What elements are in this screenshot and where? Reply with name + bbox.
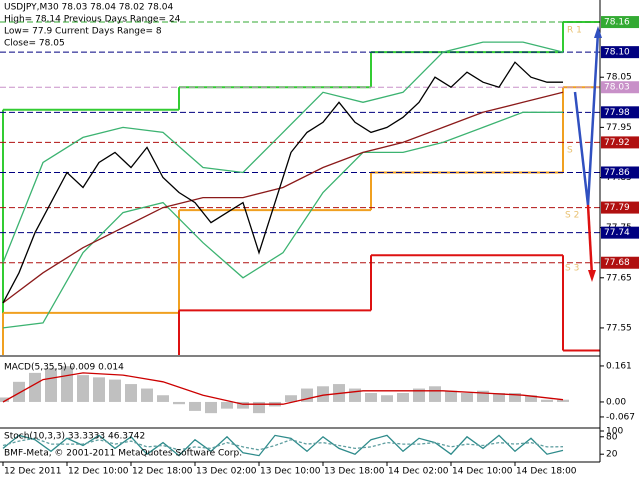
histogram-bar — [189, 401, 201, 411]
series-line — [2, 91, 564, 304]
histogram-bar — [317, 386, 329, 402]
histogram-bar — [285, 395, 297, 402]
x-tick-label: 13 Dec 02:00 — [196, 467, 257, 477]
histogram-bar — [381, 395, 393, 402]
histogram-bar — [93, 377, 105, 402]
level-tag: S 2 — [565, 211, 579, 221]
histogram-bar — [413, 388, 425, 402]
indicator-label: Stoch(10,3,3) 33.3333 46.3742 — [4, 432, 145, 442]
x-tick-label: 14 Dec 02:00 — [388, 467, 449, 477]
level-label: 77.74 — [604, 228, 630, 238]
footer: BMF-Meta, © 2001-2011 MetaQuotes Softwar… — [4, 449, 242, 459]
y-tick-label: -0.067 — [606, 412, 635, 422]
series-line — [2, 111, 563, 329]
level-label: 78.16 — [604, 18, 630, 28]
y-tick-label: 77.65 — [606, 273, 632, 283]
histogram-bar — [461, 393, 473, 402]
histogram-bar — [221, 401, 233, 409]
info-line: High= 78.14 Previous Days Range= 24 — [4, 15, 181, 25]
histogram-bar — [253, 401, 265, 414]
series-line — [2, 41, 564, 263]
level-label: 78.03 — [604, 83, 630, 93]
y-tick-label: 77.55 — [606, 323, 632, 333]
y-tick-label: 0.00 — [606, 397, 626, 407]
y-tick-label: 20 — [606, 450, 618, 460]
info-line: Low= 77.9 Current Days Range= 8 — [4, 27, 162, 37]
level-label: 77.86 — [604, 168, 630, 178]
histogram-bar — [77, 375, 89, 402]
level-tag: S — [567, 146, 573, 156]
level-box — [601, 46, 639, 59]
histogram-bar — [493, 393, 505, 402]
histogram-bar — [173, 401, 185, 405]
level-box — [601, 136, 639, 149]
histogram-bar — [429, 386, 441, 402]
histogram-bar — [349, 388, 361, 402]
x-tick-label: 12 Dec 10:00 — [68, 467, 129, 477]
histogram-bar — [109, 379, 121, 402]
projection-arrow — [586, 204, 594, 277]
arrow-head — [588, 270, 596, 282]
x-tick-label: 12 Dec 18:00 — [132, 467, 193, 477]
arrow-head — [594, 26, 602, 38]
plot-area — [0, 21, 600, 457]
histogram-bar — [237, 401, 249, 409]
level-box — [601, 166, 639, 179]
series-line — [2, 437, 564, 451]
level-tag: R 1 — [567, 26, 582, 36]
x-tick-label: 14 Dec 10:00 — [452, 467, 513, 477]
histogram-bar — [445, 390, 457, 402]
x-tick-label: 13 Dec 10:00 — [260, 467, 321, 477]
level-box — [601, 256, 639, 269]
level-box — [601, 201, 639, 214]
histogram-bar — [13, 381, 25, 402]
level-label: 77.79 — [604, 203, 630, 213]
histogram-bar — [45, 368, 57, 402]
histogram-bar — [397, 393, 409, 402]
histogram-bar — [0, 397, 9, 402]
histogram-bar — [541, 399, 553, 402]
histogram-bar — [125, 384, 137, 402]
info-box: USDJPY,M30 78.03 78.04 78.02 78.04 High=… — [4, 3, 181, 49]
x-tick-label: 13 Dec 18:00 — [324, 467, 385, 477]
level-label: 77.92 — [604, 138, 630, 148]
y-tick-label: 77.95 — [606, 123, 632, 133]
level-label: 78.10 — [604, 48, 630, 58]
x-tick-label: 12 Dec 2011 — [4, 467, 62, 477]
info-line: USDJPY,M30 78.03 78.04 78.02 78.04 — [4, 3, 173, 13]
y-tick-label: 0.161 — [606, 361, 632, 371]
level-box — [601, 81, 639, 94]
histogram-bar — [29, 372, 41, 402]
level-label: 77.98 — [604, 108, 630, 118]
level-tag: S 3 — [565, 264, 579, 274]
histogram-bar — [157, 395, 169, 402]
y-tick-label: 80 — [606, 432, 618, 442]
series-line — [2, 434, 564, 457]
level-box — [601, 16, 639, 29]
histogram-bar — [557, 399, 569, 402]
info-line: Close= 78.05 — [4, 39, 65, 49]
y-tick-label: 78.05 — [606, 73, 632, 83]
y-tick-label: 100 — [606, 427, 623, 437]
series-line — [2, 372, 564, 405]
level-label: 77.68 — [604, 258, 630, 268]
histogram-bar — [141, 388, 153, 402]
histogram-bar — [205, 401, 217, 414]
series-line — [2, 61, 563, 304]
x-tick-label: 14 Dec 18:00 — [516, 467, 577, 477]
indicator-label: MACD(5,35,5) 0.009 0.014 — [4, 363, 124, 373]
histogram-bar — [365, 393, 377, 402]
level-box — [601, 226, 639, 239]
histogram-bar — [525, 395, 537, 402]
histogram-bar — [509, 393, 521, 402]
histogram-bar — [477, 390, 489, 402]
level-box — [601, 106, 639, 119]
